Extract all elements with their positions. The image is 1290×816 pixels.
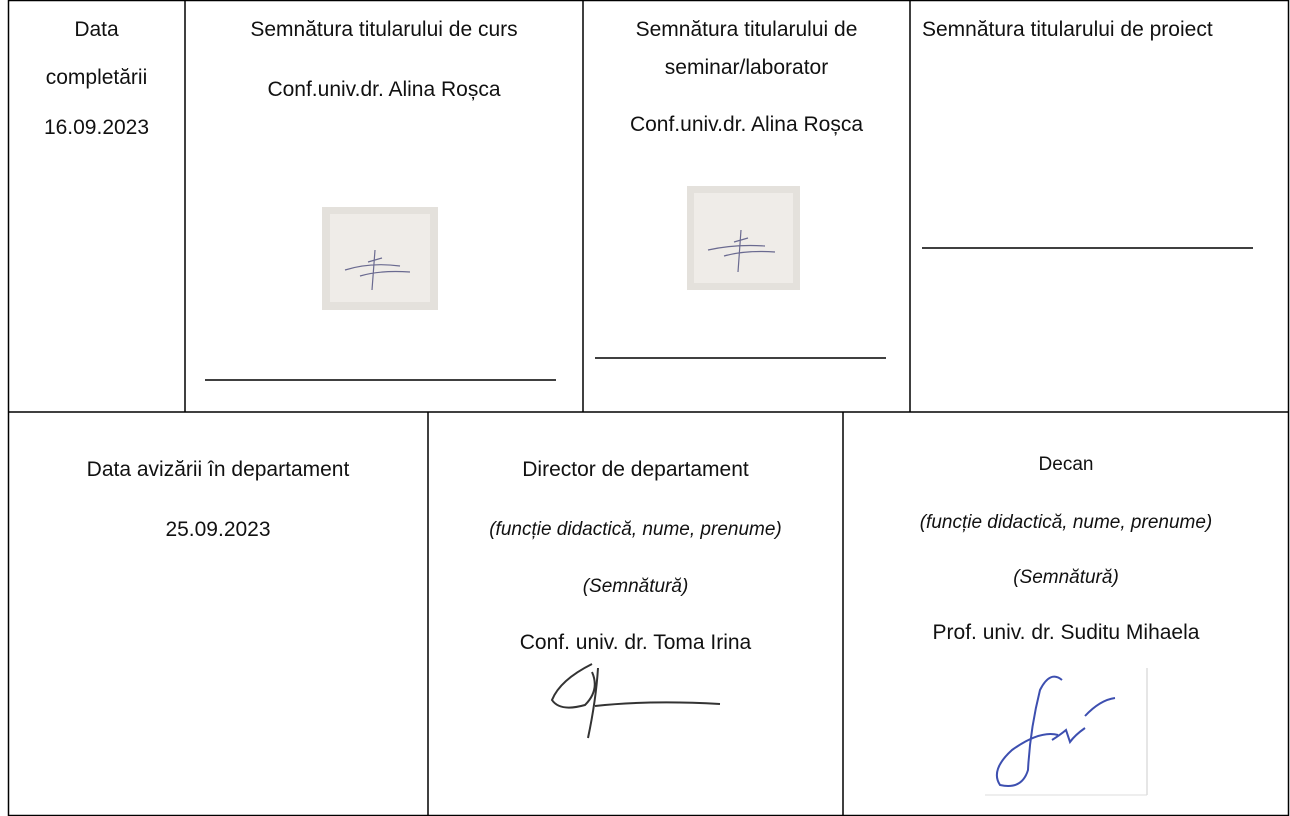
cell-text: Decan	[1038, 454, 1094, 475]
signature-image	[687, 186, 800, 290]
cell-text: Conf. univ. dr. Toma Irina	[519, 631, 752, 654]
cell-text: Semnătura titularului de curs	[250, 18, 518, 41]
cell-text: (funcție didactică, nume, prenume)	[489, 519, 782, 540]
signature	[550, 663, 721, 739]
cell-text: 25.09.2023	[165, 518, 271, 541]
cell-text: Semnătura titularului de	[635, 18, 858, 41]
cell-text: Data	[74, 18, 119, 41]
cell-text: Director de departament	[522, 458, 749, 481]
cell-text: (Semnătură)	[1013, 567, 1119, 588]
signature	[985, 668, 1148, 796]
cell-text: Semnătura titularului de proiect	[922, 18, 1213, 41]
cell-text: Data avizării în departament	[86, 458, 350, 481]
cell-text: (Semnătură)	[582, 576, 689, 597]
cell-text: Conf.univ.dr. Alina Roșca	[629, 113, 864, 136]
cell-text: (funcție didactică, nume, prenume)	[919, 512, 1213, 533]
cell-text: seminar/laborator	[664, 56, 829, 79]
cell-text: Prof. univ. dr. Suditu Mihaela	[932, 621, 1200, 644]
signature-image	[322, 207, 438, 310]
cell-text: Conf.univ.dr. Alina Roșca	[267, 78, 501, 101]
cell-text: 16.09.2023	[43, 116, 150, 139]
cell-text: completării	[45, 66, 148, 89]
